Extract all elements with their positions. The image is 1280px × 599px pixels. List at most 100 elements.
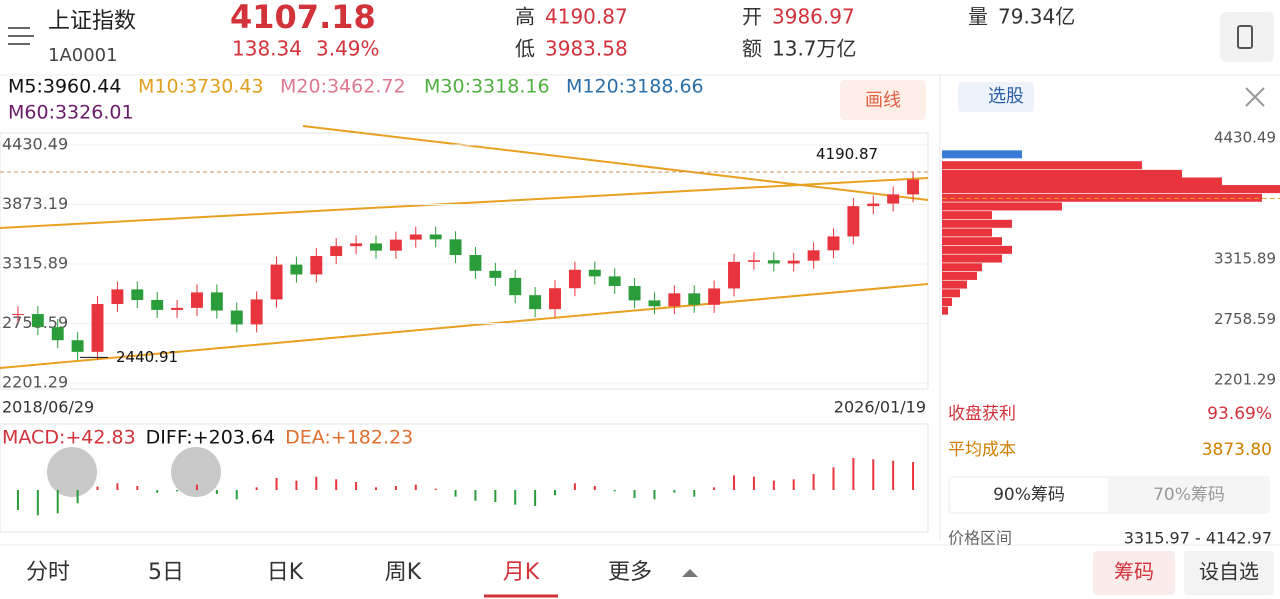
select-label: 选股 [988,86,1024,107]
candle [389,239,402,251]
y-tick-label: 3873.19 [2,194,68,213]
watch-button[interactable] [1184,551,1274,595]
annotation: 2440.91 [116,348,178,366]
chip-bar [942,297,952,306]
candle [370,243,382,251]
candle [887,194,900,204]
label: 量 [968,5,988,29]
chip-bar [942,263,982,272]
macd-frame [0,423,929,533]
date: 2026/01/19 [834,398,926,417]
candle [270,264,283,300]
candle [628,285,641,301]
tab: 90%筹码 [993,485,1065,505]
tab[interactable]: 月K [503,560,540,585]
candle [469,255,482,271]
device-icon [1237,25,1253,49]
candle [11,314,24,316]
select-tab[interactable] [958,82,1034,112]
chip-bar [942,185,1280,194]
label: 开 [742,5,762,29]
candle [787,260,800,264]
ma-label: M120:3188.66 [566,76,704,98]
price: 4107.18 [230,0,376,36]
y-tick-label: 2758.59 [1214,310,1276,328]
candle [31,314,44,328]
chart-frame [0,132,929,390]
menu-icon[interactable] [8,27,34,45]
candle [907,179,920,195]
value: 3983.58 [545,37,628,61]
candle [210,292,223,311]
active-tab[interactable] [950,478,1108,512]
chip-bar [942,177,1222,186]
candle [489,270,502,278]
candle [350,243,363,247]
prev-button[interactable] [47,447,97,497]
value: 4190.87 [545,5,628,29]
label: 收盘获利 [948,404,1016,424]
macd-label: DEA:+182.23 [285,427,413,449]
y-tick-label: 2201.29 [1214,371,1276,389]
tab[interactable]: 周K [385,560,422,585]
chip-bar [942,289,960,298]
chip-button[interactable] [1093,551,1175,595]
candle [151,299,164,310]
candle [549,288,561,310]
draw-label: 画线 [865,90,901,111]
candle [191,292,203,308]
chip-bar [942,211,992,220]
candle [668,293,681,307]
ma-label: M20:3462.72 [280,76,406,98]
next-button[interactable] [171,447,221,497]
draw-button[interactable] [840,80,926,120]
candle [111,289,124,305]
candle [867,203,880,207]
candle [568,269,581,289]
candle [51,327,64,341]
device-button[interactable] [1220,12,1274,62]
tab[interactable]: 5日 [148,560,184,585]
candle [688,293,701,305]
y-tick-label: 4430.49 [1214,129,1276,147]
chip-bar [942,254,1002,263]
trend-lines [0,125,929,369]
tab[interactable]: 70%筹码 [1153,485,1225,505]
candle [250,299,263,325]
candle [767,260,780,264]
button-label: 筹码 [1114,560,1154,584]
more-arrow[interactable] [682,569,698,577]
macd-label: MACD:+42.83 [2,427,136,449]
y-tick-label: 3315.89 [2,254,68,273]
candle [648,300,661,307]
label: 低 [515,37,535,61]
candle [131,289,144,300]
annotation: 4190.87 [816,145,878,163]
candle [230,310,243,325]
candle [708,288,721,305]
label: 高 [515,5,535,29]
chip-bar [942,150,1022,159]
candle [449,239,462,256]
ma-label: M10:3730.43 [138,76,264,98]
tab[interactable]: 日K [267,560,304,585]
label: 价格区间 [948,529,1012,548]
ma-label: M5:3960.44 [8,76,121,98]
ma-label: M60:3326.01 [8,102,134,124]
tab[interactable]: 分时 [26,560,70,585]
value: 13.7万亿 [772,37,857,61]
candle [330,246,343,256]
label: 额 [742,37,762,61]
value: 3315.97 - 4142.97 [1124,529,1272,548]
label: 平均成本 [948,440,1016,460]
change: 138.34 [232,37,302,61]
value: 3873.80 [1202,440,1272,460]
stock-code: 1A0001 [48,45,118,66]
ma-label: M30:3318.16 [424,76,550,98]
candle [409,234,422,240]
tab[interactable]: 更多 [608,560,652,585]
close-icon[interactable] [1245,87,1265,107]
candle [310,255,323,275]
button-label: 设自选 [1199,560,1259,584]
